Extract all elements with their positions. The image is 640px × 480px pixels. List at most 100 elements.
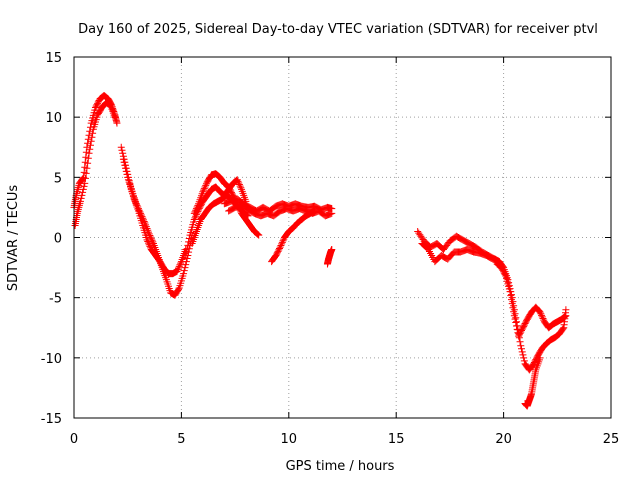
data-point bbox=[139, 216, 147, 224]
data-point bbox=[113, 119, 121, 127]
data-point bbox=[76, 197, 84, 205]
data-point bbox=[501, 271, 509, 279]
data-point bbox=[200, 186, 208, 194]
data-point bbox=[255, 231, 263, 239]
data-point bbox=[180, 270, 188, 278]
data-point bbox=[144, 228, 152, 236]
data-point bbox=[173, 267, 181, 275]
series-l bbox=[414, 227, 499, 263]
data-point bbox=[138, 213, 146, 221]
data-point bbox=[137, 209, 145, 217]
data-point bbox=[77, 194, 85, 202]
data-point bbox=[192, 205, 200, 213]
data-point bbox=[537, 310, 545, 318]
data-point bbox=[146, 242, 154, 250]
data-point bbox=[328, 246, 336, 254]
data-point bbox=[182, 248, 190, 256]
data-point bbox=[122, 167, 130, 175]
data-points bbox=[70, 92, 570, 410]
series-o bbox=[493, 260, 570, 340]
data-point bbox=[510, 312, 518, 320]
data-point bbox=[111, 113, 119, 121]
data-point bbox=[562, 312, 570, 320]
data-point bbox=[85, 149, 93, 157]
series-j bbox=[268, 207, 319, 266]
data-point bbox=[80, 182, 88, 190]
series-d bbox=[119, 155, 196, 299]
data-point bbox=[235, 179, 243, 187]
data-point bbox=[145, 230, 153, 238]
data-point bbox=[511, 315, 519, 323]
data-point bbox=[119, 149, 127, 157]
data-point bbox=[121, 161, 129, 169]
data-point bbox=[177, 259, 185, 267]
x-axis-label: GPS time / hours bbox=[286, 459, 395, 474]
data-point bbox=[328, 209, 336, 217]
series-g bbox=[190, 170, 263, 239]
data-point bbox=[142, 221, 150, 229]
data-point bbox=[311, 207, 319, 215]
data-point bbox=[88, 133, 96, 141]
x-tick-label: 15 bbox=[388, 432, 405, 447]
data-point bbox=[191, 208, 199, 216]
data-point bbox=[89, 129, 97, 137]
data-point bbox=[190, 209, 198, 217]
y-tick-label: -15 bbox=[41, 412, 62, 427]
data-point bbox=[149, 238, 157, 246]
data-point bbox=[139, 214, 147, 222]
data-point bbox=[122, 164, 130, 172]
data-point bbox=[509, 304, 517, 312]
data-point bbox=[117, 143, 125, 151]
data-point bbox=[194, 201, 202, 209]
data-point bbox=[506, 288, 514, 296]
data-point bbox=[135, 206, 143, 214]
data-point bbox=[200, 185, 208, 193]
data-point bbox=[561, 312, 569, 320]
data-point bbox=[508, 300, 516, 308]
data-point bbox=[253, 230, 261, 238]
data-point bbox=[254, 230, 262, 238]
series-p bbox=[521, 354, 544, 410]
x-tick-label: 20 bbox=[495, 432, 512, 447]
series-b bbox=[71, 99, 119, 229]
data-point bbox=[539, 315, 547, 323]
data-point bbox=[181, 264, 189, 272]
x-tick-labels: 0 5 10 15 20 25 bbox=[70, 432, 619, 447]
data-point bbox=[132, 200, 140, 208]
data-point bbox=[518, 348, 526, 356]
y-axis-label: SDTVAR / TECUs bbox=[6, 185, 21, 292]
data-point bbox=[520, 354, 528, 362]
data-point bbox=[79, 185, 87, 193]
series-i bbox=[225, 201, 336, 220]
data-point bbox=[519, 351, 527, 359]
y-tick-label: 5 bbox=[54, 171, 62, 186]
data-point bbox=[184, 241, 192, 249]
data-point bbox=[133, 201, 141, 209]
x-tick-label: 25 bbox=[603, 432, 620, 447]
data-point bbox=[279, 237, 287, 245]
series-c bbox=[117, 143, 190, 278]
data-point bbox=[140, 217, 148, 225]
data-point bbox=[134, 205, 142, 213]
chart-title: Day 160 of 2025, Sidereal Day-to-day VTE… bbox=[78, 22, 598, 37]
data-point bbox=[235, 181, 243, 189]
data-point bbox=[147, 233, 155, 241]
data-point bbox=[183, 255, 191, 263]
data-point bbox=[146, 231, 154, 239]
data-point bbox=[86, 145, 94, 153]
data-point bbox=[233, 176, 241, 184]
data-point bbox=[507, 292, 515, 300]
data-point bbox=[193, 203, 201, 211]
data-point bbox=[202, 181, 210, 189]
data-point bbox=[84, 154, 92, 162]
data-point bbox=[175, 285, 183, 293]
data-point bbox=[82, 169, 90, 177]
data-point bbox=[237, 184, 245, 192]
data-point bbox=[191, 214, 199, 222]
y-tick-label: -5 bbox=[49, 292, 62, 307]
data-point bbox=[192, 206, 200, 214]
data-point bbox=[137, 211, 145, 219]
data-point bbox=[134, 203, 142, 211]
x-tick-label: 5 bbox=[177, 432, 185, 447]
